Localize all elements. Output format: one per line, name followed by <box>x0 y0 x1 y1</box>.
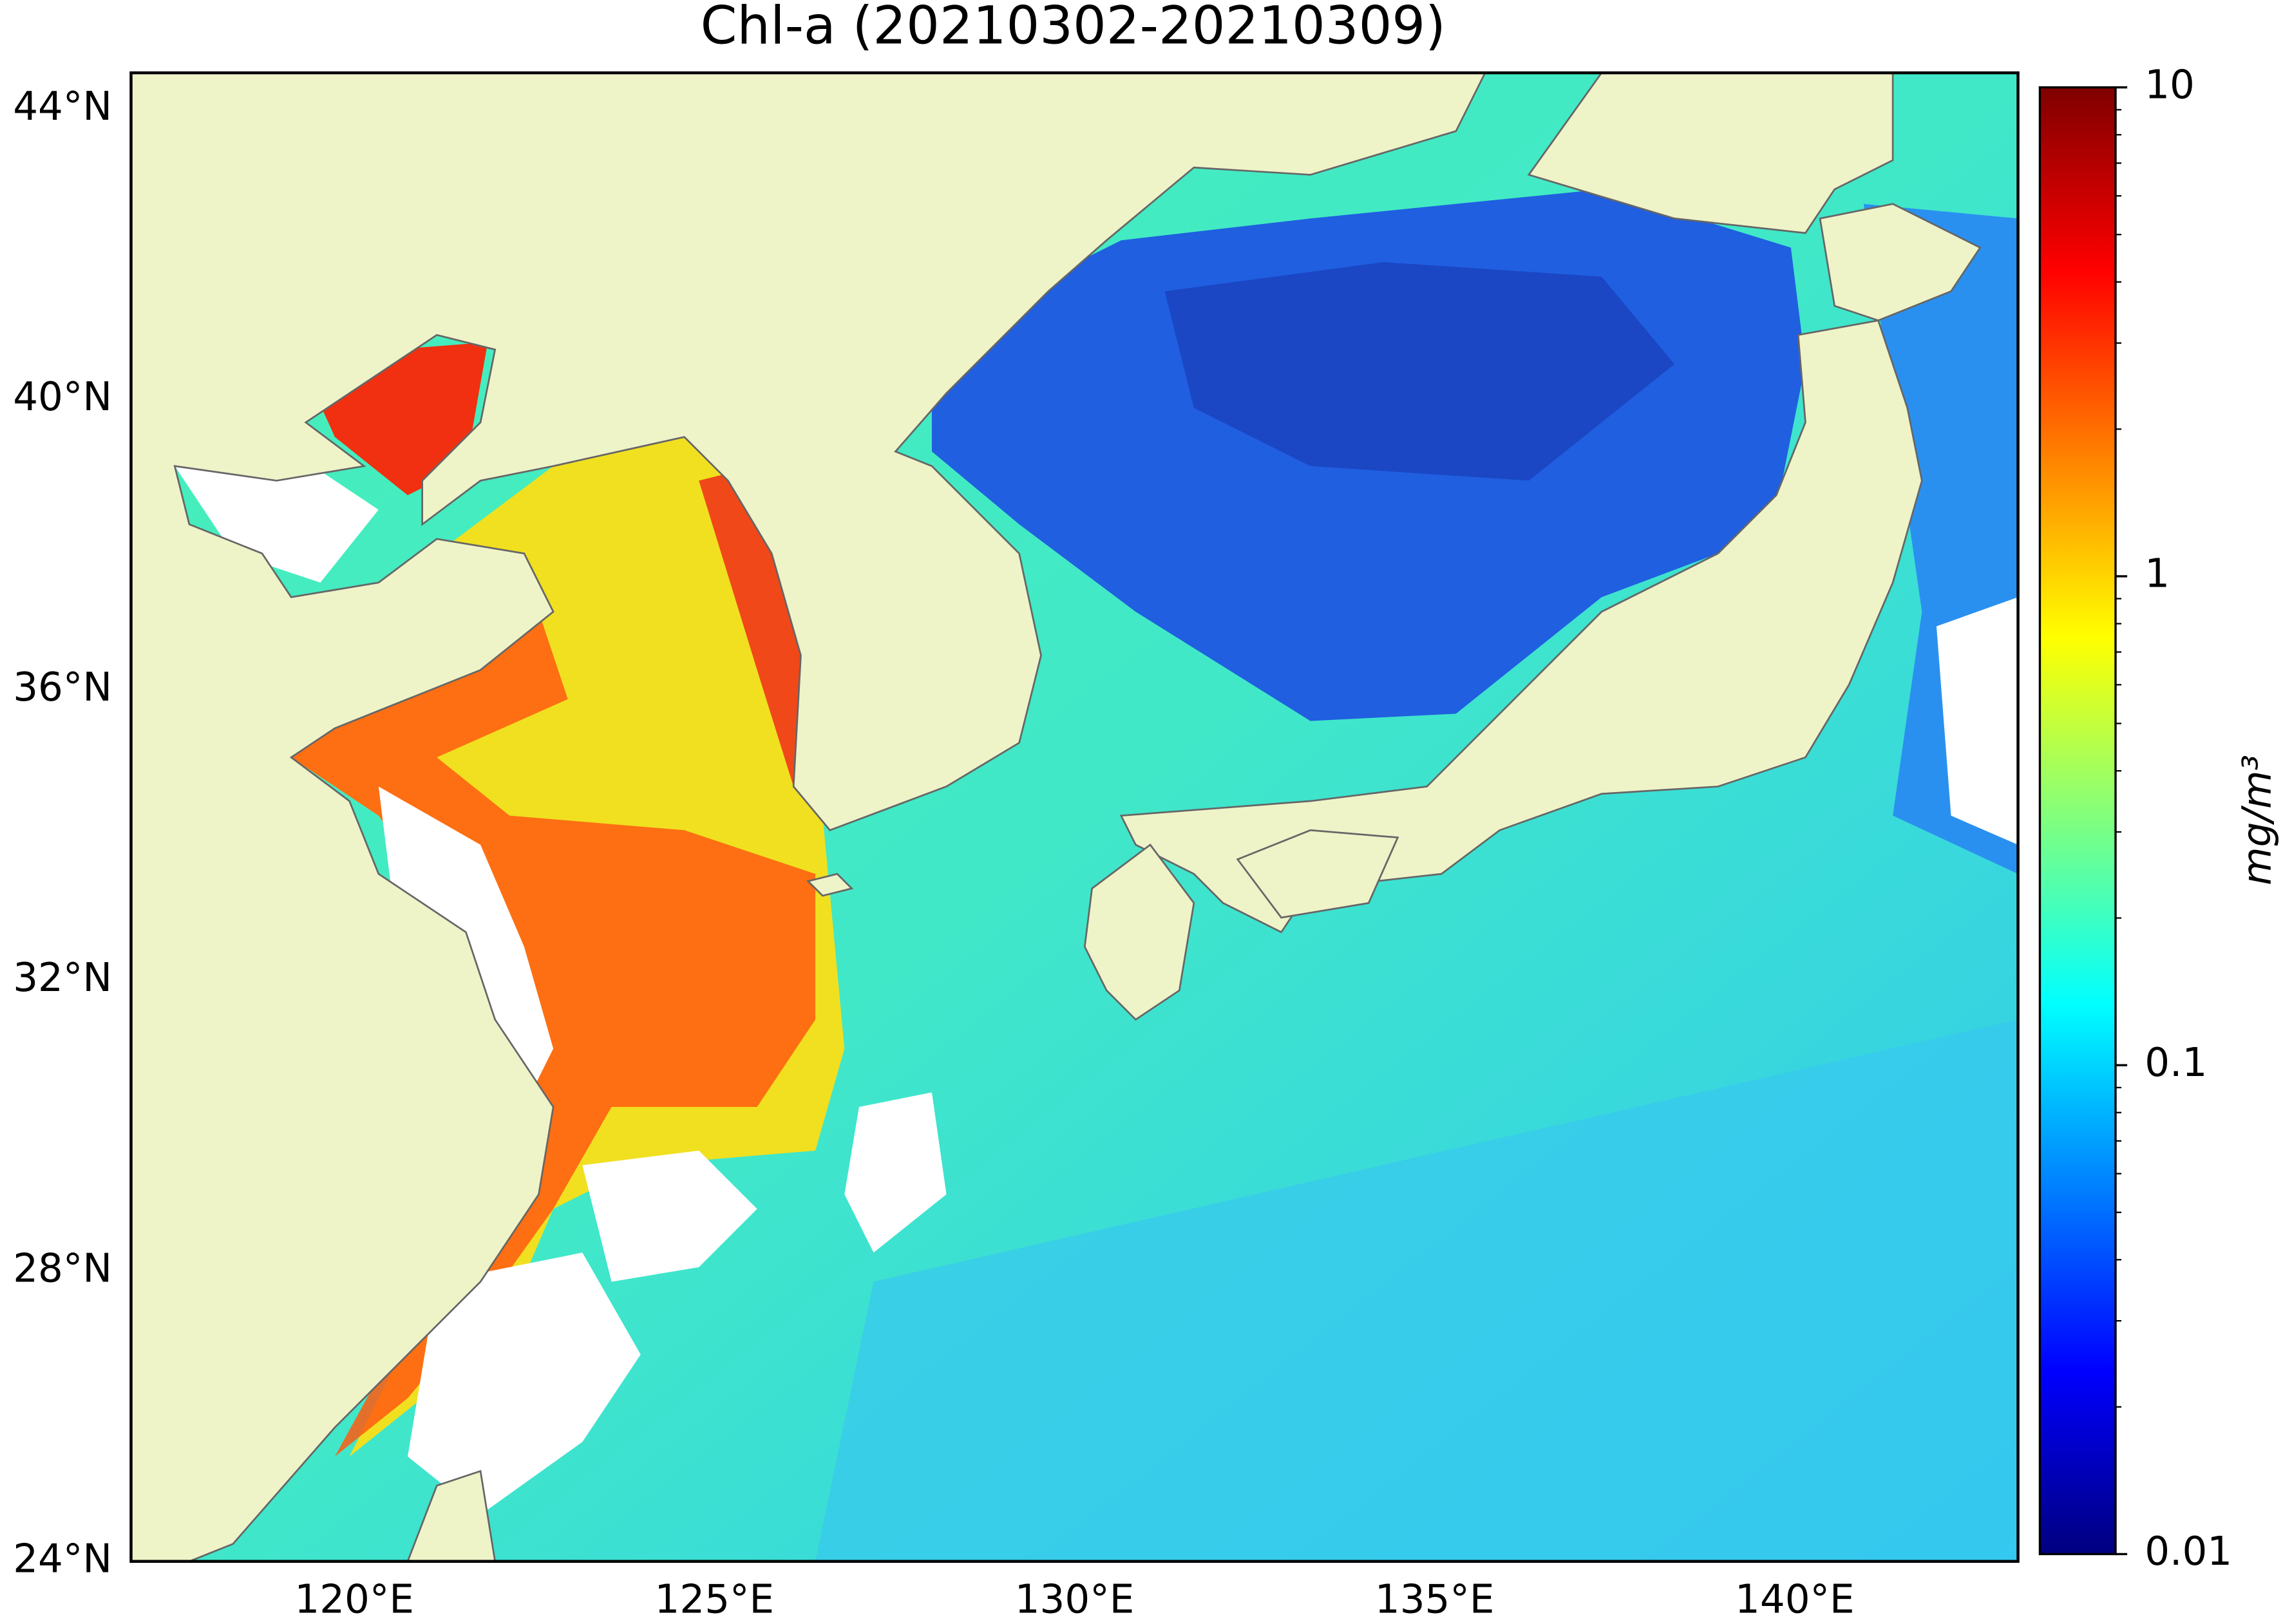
land-asia <box>131 73 1486 1562</box>
land-russia <box>1527 73 1894 234</box>
colorbar-tick-label: 0.01 <box>2145 1529 2232 1574</box>
y-tick-label: 36°N <box>13 665 112 710</box>
colorbar-ticks: 0.01 0.1 1 10 <box>2116 62 2232 1574</box>
title: Chl-a (20210302-20210309) <box>701 0 1446 57</box>
cloud <box>175 451 379 583</box>
cloud <box>408 1252 641 1515</box>
land-shikoku <box>1236 829 1399 919</box>
map-frame <box>129 71 2020 1563</box>
y-tick-label: 32°N <box>13 955 112 1001</box>
land-jeju <box>806 873 854 897</box>
sea-blue <box>815 1019 2018 1562</box>
x-tick-label: 140°E <box>1735 1577 1855 1623</box>
land-taiwan <box>406 1469 497 1562</box>
y-tick-label: 44°N <box>13 84 112 129</box>
colorbar <box>2038 86 2117 1556</box>
colorbar-label: mg/m³ <box>2234 755 2280 885</box>
x-tick-label: 135°E <box>1375 1577 1495 1623</box>
colorbar-tick-label: 0.1 <box>2145 1040 2207 1086</box>
cloud <box>1936 597 2018 845</box>
y-tick-label: 24°N <box>13 1536 112 1582</box>
cloud <box>582 1150 757 1282</box>
colorbar-tick-label: 10 <box>2145 62 2195 108</box>
land-hokkaido <box>1819 203 1982 322</box>
y-tick-label: 40°N <box>13 374 112 420</box>
x-tick-label: 120°E <box>294 1577 414 1623</box>
sea-japan-deep <box>1164 262 1674 481</box>
map-ticks: 120°E 125°E 130°E 135°E 140°E 24°N 28°N 32°N 36°… <box>13 84 1854 1623</box>
land-honshu <box>1119 319 1923 934</box>
land-kyushu <box>1083 843 1195 1021</box>
land <box>131 73 1982 1562</box>
cloud <box>844 1092 947 1253</box>
colorbar-tick-label: 1 <box>2145 551 2170 597</box>
map-image <box>131 73 2018 1562</box>
x-tick-label: 125°E <box>655 1577 775 1623</box>
x-tick-label: 130°E <box>1015 1577 1135 1623</box>
y-tick-label: 28°N <box>13 1245 112 1291</box>
